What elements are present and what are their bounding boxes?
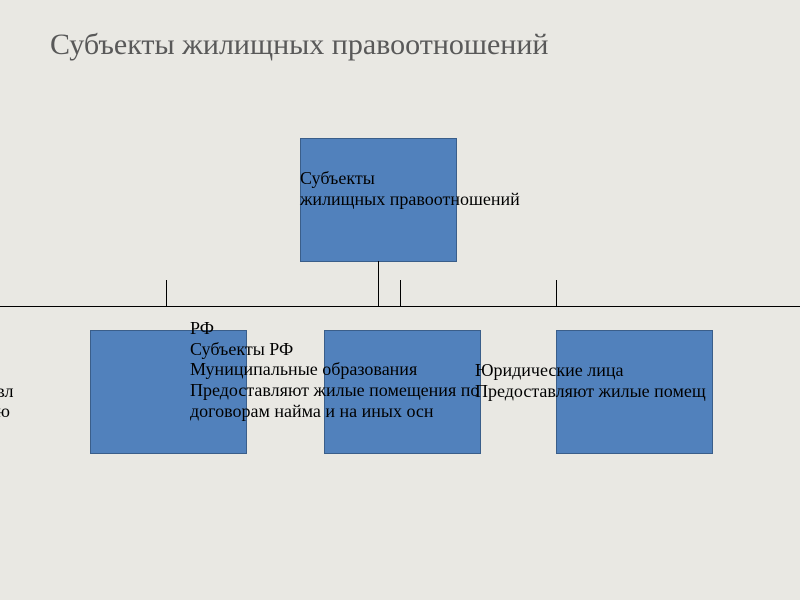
- connector-horizontal: [0, 306, 800, 307]
- caption-right: Юридические лица Предоставляют жилые пом…: [475, 360, 706, 401]
- top-caption: Субъекты жилищных правоотношений: [300, 168, 520, 209]
- connector-drop1: [166, 280, 167, 306]
- caption-middle: РФ Субъекты РФ Муниципальные образования…: [190, 318, 479, 421]
- connector-drop3: [556, 280, 557, 306]
- caption-left: Граждане Могут быть как лицами представл…: [0, 360, 13, 422]
- connector-drop2: [400, 280, 401, 306]
- slide-root: Субъекты жилищных правоотношений Субъекты…: [0, 0, 800, 600]
- slide-title: Субъекты жилищных правоотношений: [50, 28, 570, 63]
- connector-top_drop: [378, 261, 379, 306]
